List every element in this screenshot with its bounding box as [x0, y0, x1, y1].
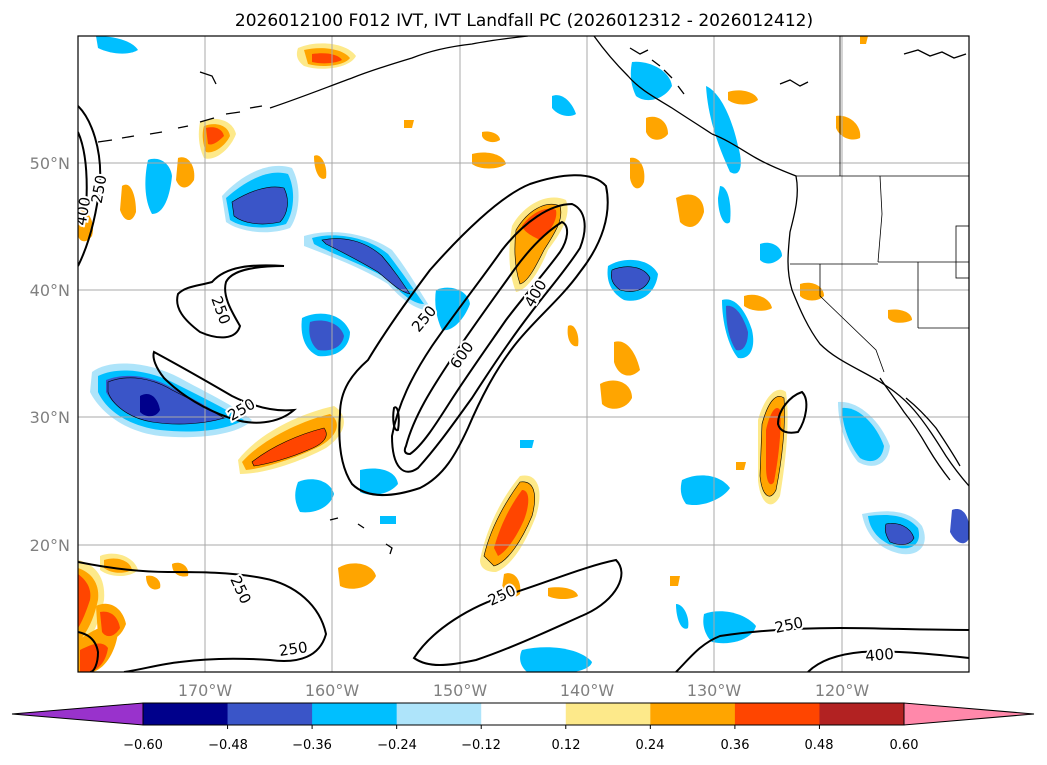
longitude-ticks: 170°W 160°W 150°W 140°W 130°W 120°W — [178, 681, 870, 700]
lon-tick: 130°W — [687, 681, 742, 700]
contour-600 — [403, 220, 568, 456]
west-coast — [711, 133, 969, 487]
gulf-of-california — [905, 397, 961, 467]
map-frame — [77, 35, 970, 673]
colorbar-frame — [142, 702, 905, 726]
contour-label: 400 — [865, 645, 895, 665]
colorbar-segment — [734, 703, 820, 725]
colorbar-tick-label: 0.12 — [552, 738, 581, 753]
neg-region — [106, 375, 226, 425]
colorbar-tick-label: −0.24 — [377, 738, 417, 753]
colorbar-tick-label: −0.60 — [123, 738, 163, 753]
lat-tick: 20°N — [30, 536, 70, 555]
map-panel: 400 250 250 250 250 600 400 250 250 250 … — [77, 35, 970, 673]
colorbar-segments — [143, 703, 905, 729]
baja-california — [879, 377, 951, 481]
anomaly-outlines — [107, 186, 915, 567]
colorbar-segment — [650, 703, 736, 725]
lon-tick: 160°W — [305, 681, 360, 700]
lon-tick: 150°W — [433, 681, 488, 700]
lat-tick: 40°N — [30, 281, 70, 300]
colorbar-segment — [227, 703, 313, 725]
contour-400 — [390, 202, 586, 473]
colorbar-tick-label: 0.60 — [890, 738, 919, 753]
colorbar-segment — [565, 703, 651, 725]
figure-title: 2026012100 F012 IVT, IVT Landfall PC (20… — [235, 11, 813, 31]
ivt-shading — [78, 36, 969, 672]
colorbar-tick-label: −0.48 — [208, 738, 248, 753]
colorbar: −0.60 −0.48 −0.36 −0.24 −0.12 0.12 0.24 … — [11, 702, 1035, 753]
colorbar-segment — [312, 703, 398, 725]
colorbar-tick-label: 0.36 — [721, 738, 750, 753]
colorbar-ticks: −0.60 −0.48 −0.36 −0.24 −0.12 0.12 0.24 … — [123, 738, 918, 753]
state-borders — [790, 36, 969, 373]
lon-tick: 170°W — [178, 681, 233, 700]
colorbar-tick-label: 0.24 — [636, 738, 665, 753]
lat-tick: 30°N — [30, 408, 70, 427]
colorbar-tick-label: −0.36 — [292, 738, 332, 753]
latitude-ticks: 50°N 40°N 30°N 20°N — [30, 154, 70, 555]
ivt-contours — [78, 105, 969, 672]
colorbar-segment — [819, 703, 905, 725]
lon-tick: 120°W — [815, 681, 870, 700]
contour-250 — [338, 174, 609, 496]
lon-tick: 140°W — [560, 681, 615, 700]
colorbar-segment — [143, 703, 229, 725]
aleutian-islands — [97, 105, 263, 143]
lat-tick: 50°N — [30, 154, 70, 173]
graticule — [78, 36, 969, 672]
colorbar-tick-label: 0.48 — [805, 738, 834, 753]
alaska-coast — [269, 36, 529, 109]
colorbar-extend-max — [903, 702, 1035, 726]
colorbar-extend-min — [11, 702, 144, 726]
colorbar-segment — [481, 703, 567, 725]
neg-region — [140, 393, 160, 417]
colorbar-segment — [396, 703, 482, 725]
coastlines — [97, 36, 969, 555]
colorbar-tick-label: −0.12 — [461, 738, 501, 753]
